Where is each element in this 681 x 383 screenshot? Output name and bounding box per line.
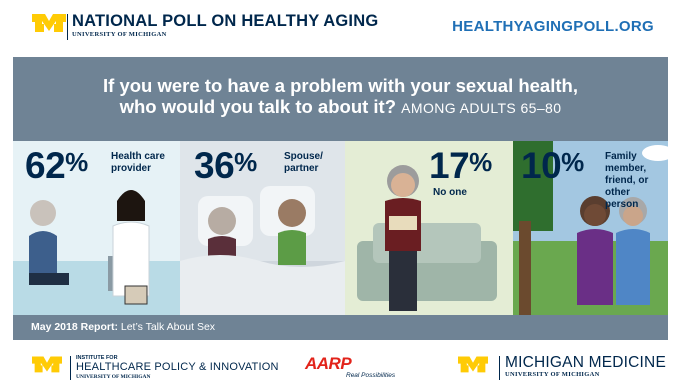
report-caption: May 2018 Report: Let’s Talk About Sex — [13, 315, 668, 340]
stat-cell-spouse-partner: 36% Spouse/ partner — [180, 141, 345, 315]
ihpi-logo: INSTITUTE FOR HEALTHCARE POLICY & INNOVA… — [70, 355, 279, 380]
couple-in-bed-illustration — [180, 186, 345, 315]
stat-cell-no-one: 17% No one — [345, 141, 513, 315]
two-friends-outdoors-illustration — [513, 141, 668, 315]
poll-subtitle: UNIVERSITY OF MICHIGAN — [72, 31, 167, 38]
question-line-2: who would you talk to about it? — [119, 96, 397, 117]
infographic-panel: If you were to have a problem with your … — [13, 57, 668, 340]
stat-percent: 62% — [25, 145, 88, 186]
stat-percent: 10% — [521, 145, 584, 186]
stat-cell-health-care-provider: 62% Health care provider — [13, 141, 180, 315]
block-m-logo — [32, 14, 66, 40]
aarp-tagline: Real Possibilities — [346, 372, 396, 379]
report-date: May 2018 Report: — [31, 321, 118, 333]
poll-url-link[interactable]: HEALTHYAGINGPOLL.ORG — [452, 18, 654, 35]
stat-cell-family-friend: 10% Family member, friend, or other pers… — [513, 141, 668, 315]
block-m-logo — [32, 356, 62, 380]
poll-title: NATIONAL POLL ON HEALTHY AGING — [66, 12, 379, 40]
question-heading: If you were to have a problem with your … — [13, 75, 668, 119]
stat-percent: 36% — [194, 145, 257, 186]
block-m-logo — [458, 356, 488, 380]
michigan-medicine-logo: MICHIGAN MEDICINE UNIVERSITY OF MICHIGAN — [499, 354, 666, 380]
question-line-1: If you were to have a problem with your … — [103, 75, 578, 96]
header: NATIONAL POLL ON HEALTHY AGING UNIVERSIT… — [0, 0, 681, 56]
stat-label: Health care provider — [111, 151, 165, 174]
aarp-logo: AARP — [305, 354, 352, 373]
stat-label: Spouse/ partner — [284, 151, 323, 174]
stat-label: No one — [433, 187, 467, 198]
report-title: Let’s Talk About Sex — [120, 321, 216, 333]
woman-reading-illustration — [345, 141, 513, 315]
doctor-patient-illustration — [13, 190, 180, 315]
stat-label: Family member, friend, or other person — [605, 151, 649, 210]
age-range: AMONG ADULTS 65–80 — [401, 100, 562, 116]
stat-percent: 17% — [429, 145, 492, 186]
